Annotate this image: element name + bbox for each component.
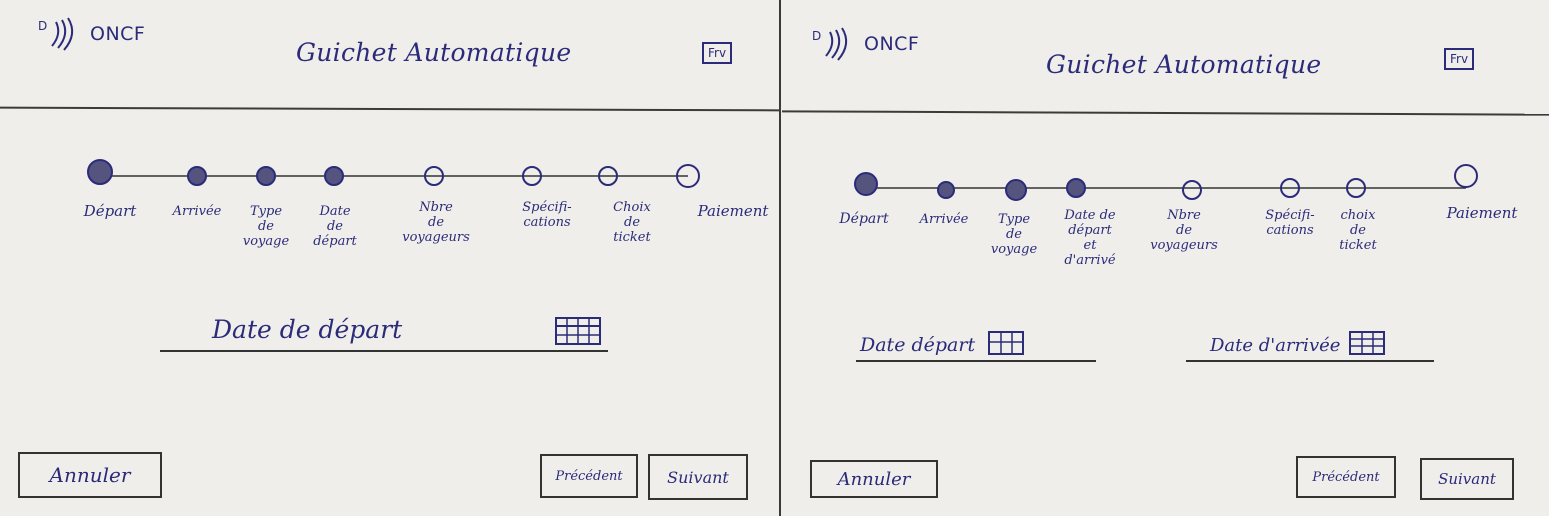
language-button[interactable]: Frv <box>702 42 733 64</box>
step-label-paiement: Paiement <box>1446 204 1518 222</box>
right-screen: D ONCF Guichet Automatique Frv Départ Ar… <box>782 0 1549 516</box>
step-label-nbre-voyageurs: Nbre de voyageurs <box>402 200 470 245</box>
step-dot-date-depart-arrivee[interactable] <box>1066 178 1086 198</box>
signal-waves-icon: D <box>38 17 74 51</box>
step-label-depart: Départ <box>83 202 137 220</box>
departure-date-field[interactable]: Date départ <box>856 322 1096 362</box>
departure-date-field[interactable]: Date de départ <box>160 306 608 352</box>
step-label-arrivee: Arrivée <box>172 204 222 219</box>
step-dot-paiement[interactable] <box>676 164 700 188</box>
step-dot-arrivee[interactable] <box>187 166 207 186</box>
step-dot-specifications[interactable] <box>1280 178 1300 198</box>
step-label-type-voyage: Type de voyage <box>990 212 1038 257</box>
previous-button[interactable]: Précédent <box>1296 456 1396 498</box>
cancel-button[interactable]: Annuler <box>810 460 938 498</box>
oncf-logo: D ONCF <box>810 24 919 64</box>
progress-stepper <box>87 159 700 188</box>
step-dot-type-voyage[interactable] <box>256 166 276 186</box>
step-dot-nbre-voyageurs[interactable] <box>424 166 444 186</box>
progress-stepper <box>854 164 1478 201</box>
arrival-date-field[interactable]: Date d'arrivée <box>1186 322 1434 362</box>
step-label-arrivee: Arrivée <box>919 212 969 227</box>
step-label-choix-ticket: Choix de ticket <box>613 200 651 245</box>
cancel-button[interactable]: Annuler <box>18 452 162 498</box>
step-label-depart: Départ <box>839 211 889 227</box>
step-dot-paiement[interactable] <box>1454 164 1478 188</box>
arrival-date-label: Date d'arrivée <box>1210 335 1341 356</box>
step-dot-type-voyage[interactable] <box>1005 179 1027 201</box>
page-title: Guichet Automatique <box>1046 50 1322 79</box>
step-label-paiement: Paiement <box>697 202 769 220</box>
step-label-date-depart: Date de départ <box>313 204 357 249</box>
panel-divider <box>779 0 781 516</box>
logo-letter: D <box>38 19 47 33</box>
departure-date-label: Date départ <box>860 334 976 356</box>
calendar-icon[interactable] <box>554 314 604 346</box>
step-label-nbre-voyageurs: Nbre de voyageurs <box>1150 208 1218 253</box>
step-dot-choix-ticket[interactable] <box>1346 178 1366 198</box>
calendar-icon[interactable] <box>987 328 1027 356</box>
left-screen: D ONCF Guichet Automatique Frv Départ Ar… <box>18 14 769 500</box>
logo-letter: D <box>812 29 821 43</box>
signal-waves-icon: D <box>812 27 848 61</box>
previous-button[interactable]: Précédent <box>540 454 638 498</box>
step-label-choix-ticket: choix de ticket <box>1339 208 1377 253</box>
step-label-specifications: Spécifi- cations <box>522 200 572 230</box>
logo-text: ONCF <box>90 23 146 45</box>
oncf-logo: D ONCF <box>36 14 145 54</box>
next-button[interactable]: Suivant <box>1420 458 1514 500</box>
step-dot-arrivee[interactable] <box>937 181 955 199</box>
calendar-icon[interactable] <box>1348 328 1388 356</box>
step-dot-depart[interactable] <box>854 172 878 196</box>
step-label-specifications: Spécifi- cations <box>1265 208 1315 238</box>
page-title: Guichet Automatique <box>296 38 572 67</box>
step-label-type-voyage: Type de voyage <box>242 204 290 249</box>
step-dot-specifications[interactable] <box>522 166 542 186</box>
step-dot-date-depart[interactable] <box>324 166 344 186</box>
logo-text: ONCF <box>864 33 920 55</box>
step-dot-depart[interactable] <box>87 159 113 185</box>
step-dot-nbre-voyageurs[interactable] <box>1182 180 1202 200</box>
departure-date-label: Date de départ <box>212 315 403 344</box>
language-button[interactable]: Frv <box>1444 48 1475 70</box>
next-button[interactable]: Suivant <box>648 454 748 500</box>
step-dot-choix-ticket[interactable] <box>598 166 618 186</box>
step-label-date-depart-arrivee: Date de départ et d'arrivé <box>1064 208 1116 268</box>
